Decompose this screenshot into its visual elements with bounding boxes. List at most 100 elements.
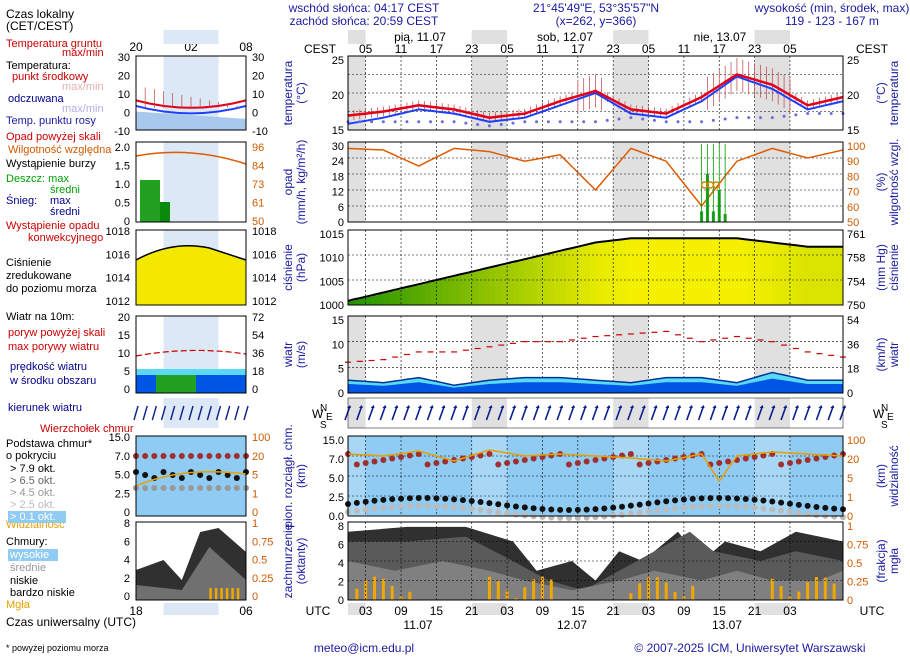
cloud-dot bbox=[786, 500, 793, 507]
cloud-dot bbox=[813, 511, 820, 518]
legend-cloud-dot bbox=[233, 485, 240, 491]
legend-cloud-dot bbox=[142, 472, 149, 478]
legend-axis-tick: 20 bbox=[252, 451, 264, 463]
legend-precip-text: średni bbox=[50, 206, 80, 218]
cloud-top-dot bbox=[495, 461, 502, 468]
axis-tick: 0 bbox=[847, 388, 853, 400]
legend-axis-tick: 0 bbox=[252, 384, 258, 396]
axis-tick: 54 bbox=[847, 315, 859, 327]
legend-cloud-dot bbox=[224, 453, 231, 459]
cloud-dot bbox=[769, 498, 776, 505]
pressure-bar bbox=[483, 268, 490, 305]
night-band bbox=[613, 603, 649, 615]
pressure-bar bbox=[471, 271, 479, 305]
dew-point bbox=[405, 120, 409, 124]
cloud-dot bbox=[389, 496, 396, 503]
hour-tick: 17 bbox=[430, 42, 444, 56]
wind-arrows bbox=[344, 405, 846, 421]
legend-cloud-dot bbox=[215, 453, 222, 459]
utc-hour-tick: 15 bbox=[713, 604, 727, 618]
cloud-dot bbox=[831, 513, 838, 520]
dew-points bbox=[346, 112, 845, 128]
cloud-dot bbox=[495, 509, 502, 516]
cloud-dot bbox=[459, 497, 466, 504]
wind-arrowhead bbox=[594, 405, 599, 408]
legend-axis-tick: 1.5 bbox=[115, 161, 130, 173]
legend-axis-tick: 10 bbox=[118, 89, 130, 101]
legend-wind-arrow bbox=[206, 405, 213, 421]
legend-axis-tick: 1018 bbox=[106, 226, 130, 238]
axis-tick: 0.25 bbox=[847, 577, 868, 589]
cloud-dot bbox=[442, 503, 449, 510]
wind-ylabel-line2: (m/s) bbox=[294, 341, 308, 368]
temperature-rlabel-line1: (°C) bbox=[874, 82, 888, 103]
cloud-dot bbox=[468, 498, 475, 505]
axis-tick: 15 bbox=[332, 125, 344, 137]
legend-fog-bar bbox=[225, 588, 229, 600]
cloud-dot bbox=[406, 503, 413, 510]
fog-bars bbox=[355, 576, 836, 600]
axis-tick: 0.0 bbox=[329, 511, 344, 523]
cloud-dot bbox=[380, 496, 387, 503]
cloud-dot bbox=[733, 503, 740, 510]
legend-temp-text: punkt środkowy bbox=[12, 71, 89, 83]
fog-bar bbox=[638, 583, 642, 600]
wind-arrow bbox=[356, 405, 363, 421]
dew-point bbox=[794, 113, 798, 117]
legend-temp-text: Temperatura: bbox=[6, 60, 71, 72]
wind-arrow bbox=[579, 405, 587, 421]
wind-arrow bbox=[591, 405, 599, 421]
fog-bar bbox=[523, 587, 527, 600]
wind-line bbox=[347, 371, 843, 387]
legend-fog-bar bbox=[220, 588, 223, 600]
fog-bar bbox=[814, 577, 818, 600]
pressure-bar bbox=[412, 285, 420, 305]
dew-point bbox=[723, 117, 727, 121]
axis-tick: 5.0 bbox=[329, 473, 344, 485]
pressure-bar bbox=[377, 293, 384, 305]
wind-ylabel-line1: wiatr bbox=[281, 342, 295, 368]
legend-cover-text: Mgła bbox=[6, 599, 31, 611]
pressure-bar bbox=[754, 240, 761, 305]
cloud-top-dot bbox=[583, 458, 590, 465]
legend-cover-text: wysokie bbox=[9, 549, 49, 561]
legend-cover-area bbox=[136, 547, 246, 600]
legend-pressure-text: Ciśnienie bbox=[6, 257, 51, 269]
legend-fog-bar bbox=[231, 588, 234, 600]
legend-temp-text: max/min bbox=[62, 47, 104, 59]
wind-arrowhead bbox=[747, 405, 752, 408]
pressure-bar bbox=[695, 238, 703, 305]
cloud-top-dot bbox=[415, 451, 422, 457]
axis-tick: 1000 bbox=[320, 300, 344, 312]
cloud-dot bbox=[486, 508, 493, 515]
dew-point bbox=[817, 112, 821, 116]
legend-gust-line bbox=[135, 349, 247, 357]
wind-arrowhead bbox=[653, 405, 658, 408]
dew-point bbox=[393, 120, 397, 124]
pressure-bar bbox=[430, 281, 437, 305]
cloud-top-dot bbox=[592, 457, 599, 463]
wind-arrow bbox=[462, 405, 469, 421]
legend-wind-arrow bbox=[197, 405, 203, 421]
legend-axis-tick: 18 bbox=[252, 366, 264, 378]
legend-axis-tick: 1 bbox=[252, 518, 258, 530]
compass-n: N bbox=[881, 403, 888, 414]
dew-point bbox=[558, 120, 562, 124]
cloud-dot bbox=[636, 509, 643, 516]
legend-axis-tick: 2.5 bbox=[115, 488, 130, 500]
footnote-text: * powyżej poziomu morza bbox=[6, 643, 109, 653]
wind-arrowhead bbox=[783, 405, 788, 408]
wind-arrowhead bbox=[500, 405, 505, 408]
dew-point bbox=[499, 123, 503, 127]
legend-precip-text: Opad powyżej skali bbox=[6, 131, 101, 143]
pressure-bar bbox=[742, 239, 750, 305]
dew-point bbox=[747, 116, 751, 120]
cloud-dot bbox=[353, 499, 360, 506]
precip-rlabel-line2: wilgotność wzgl. bbox=[887, 139, 901, 227]
legend-wind-text: prędkość wiatru bbox=[10, 361, 87, 373]
compass-n: N bbox=[320, 403, 327, 414]
panel-frame bbox=[347, 397, 844, 429]
legend-pressure-line bbox=[135, 245, 247, 261]
cloud-top-dot bbox=[760, 452, 767, 459]
